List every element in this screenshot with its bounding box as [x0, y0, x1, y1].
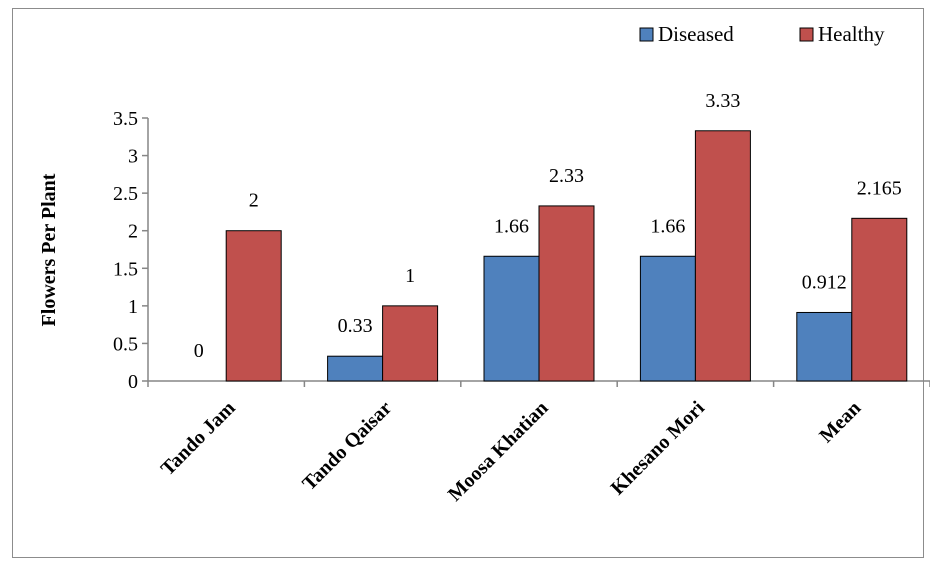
y-tick-label: 2.5	[113, 183, 138, 205]
data-label-diseased: 0.33	[338, 315, 373, 337]
y-axis: 0 0.5 1 1.5 2 2.5 3 3.5	[113, 108, 149, 393]
category-label: Tando Jam	[157, 397, 240, 480]
y-tick-label: 1	[128, 296, 138, 318]
y-tick-label: 3.5	[113, 108, 138, 130]
data-label-healthy: 2.33	[549, 165, 584, 187]
data-label-diseased: 1.66	[650, 215, 685, 237]
y-tick-label: 2	[128, 221, 138, 243]
x-axis	[147, 380, 930, 387]
bar-healthy-0	[225, 230, 282, 382]
y-tick-label: 0	[128, 371, 138, 393]
bar-diseased-1	[327, 355, 384, 382]
bar-diseased-4	[796, 311, 853, 382]
category-label: Moosa Khatian	[444, 397, 553, 506]
bar-diseased-3	[639, 255, 696, 382]
data-label-diseased: 1.66	[494, 215, 529, 237]
bar-healthy-4	[851, 217, 908, 382]
data-label-healthy: 1	[405, 265, 415, 287]
bar-healthy-1	[382, 305, 439, 382]
data-label-diseased: 0	[194, 340, 204, 362]
y-tick-label: 3	[128, 146, 138, 168]
y-axis-title: Flowers Per Plant	[38, 173, 60, 326]
data-label-healthy: 2	[249, 190, 259, 212]
legend-swatch-diseased	[639, 27, 654, 42]
legend: Diseased Healthy	[639, 22, 885, 46]
data-label-diseased: 0.912	[802, 271, 847, 293]
bar-healthy-3	[694, 130, 751, 382]
category-labels: Tando Jam Tando Qaisar Moosa Khatian Khesan…	[157, 397, 866, 506]
y-tick-label: 0.5	[113, 333, 138, 355]
category-label: Tando Qaisar	[298, 397, 396, 495]
legend-label-healthy: Healthy	[818, 22, 885, 46]
legend-swatch-healthy	[799, 27, 814, 42]
bars	[225, 130, 908, 382]
legend-label-diseased: Diseased	[658, 22, 734, 46]
data-label-healthy: 2.165	[857, 177, 902, 199]
data-labels: 0 2 0.33 1 1.66 2.33 1.66 3.33 0.912 2.165	[194, 90, 902, 362]
bar-healthy-2	[538, 205, 595, 382]
y-tick-label: 1.5	[113, 258, 138, 280]
data-label-healthy: 3.33	[705, 90, 740, 112]
category-label: Mean	[815, 397, 865, 447]
category-label: Khesano Mori	[607, 397, 710, 500]
chart-frame	[12, 8, 924, 558]
bar-diseased-2	[483, 255, 540, 382]
